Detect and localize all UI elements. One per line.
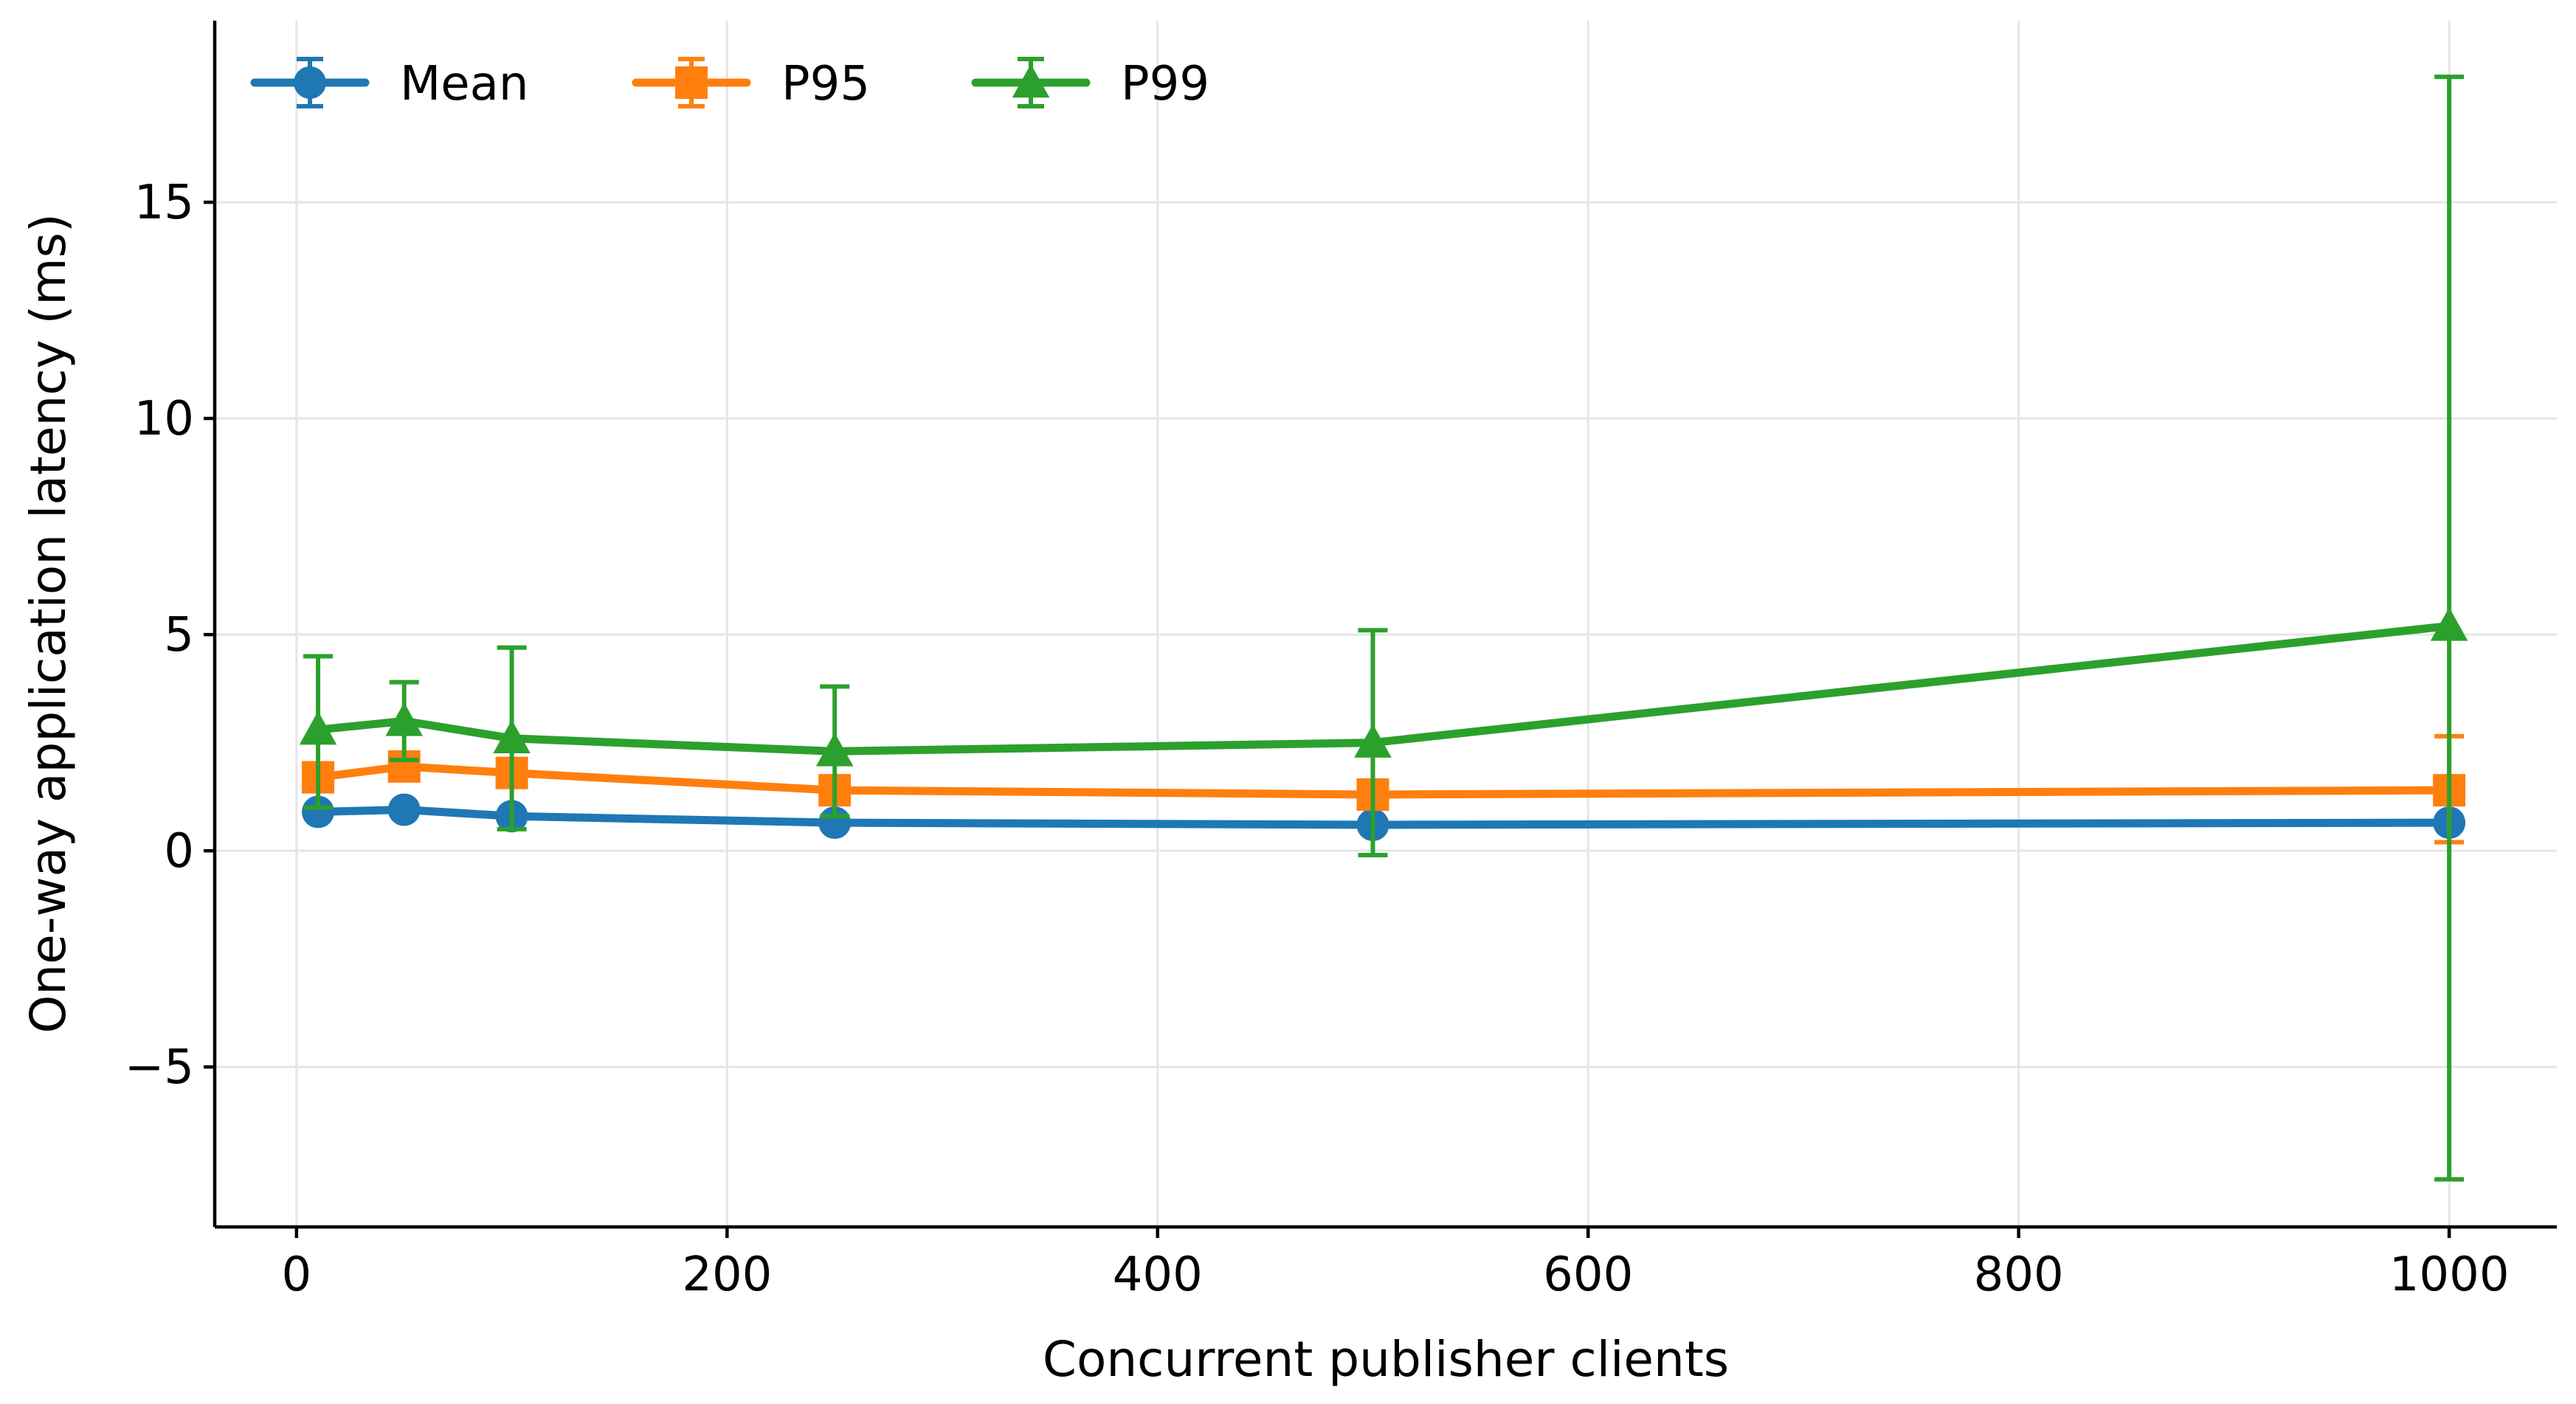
x-tick-label: 800 — [1974, 1248, 2064, 1302]
legend-marker — [675, 66, 708, 99]
legend[interactable]: Mean P95 P99 — [250, 57, 1209, 111]
legend-item-mean[interactable]: Mean — [250, 57, 528, 111]
legend-marker — [1012, 63, 1050, 98]
y-axis-label: One-way application latency (ms) — [20, 213, 77, 1033]
x-axis-label: Concurrent publisher clients — [1043, 1331, 1729, 1388]
legend-item-p95[interactable]: P95 — [632, 57, 870, 111]
y-tick-label: 15 — [134, 176, 194, 230]
x-tick-label: 0 — [281, 1248, 311, 1302]
data-point — [302, 795, 335, 829]
legend-item-p99[interactable]: P99 — [971, 57, 1209, 111]
legend-label: P99 — [1121, 57, 1209, 111]
series-line — [314, 621, 2454, 755]
axes — [213, 21, 2557, 1229]
ticks: 0 200 400 600 800 1000 −5 0 5 10 15 — [125, 176, 2510, 1302]
data-point — [815, 733, 854, 767]
data-point — [299, 710, 337, 745]
x-tick-label: 400 — [1113, 1248, 1203, 1302]
y-tick-label: 0 — [164, 824, 194, 879]
legend-label: P95 — [781, 57, 870, 111]
y-tick-label: 5 — [164, 608, 194, 663]
data-point — [2430, 607, 2468, 641]
x-tick-label: 1000 — [2389, 1248, 2510, 1302]
y-tick-label: −5 — [125, 1040, 194, 1095]
x-tick-label: 200 — [682, 1248, 772, 1302]
data-point — [385, 702, 424, 736]
plot-area — [299, 75, 2468, 1182]
x-tick-label: 600 — [1543, 1248, 1633, 1302]
legend-marker — [294, 66, 326, 99]
series-p99 — [299, 75, 2468, 1182]
data-point — [387, 793, 421, 826]
y-tick-label: 10 — [134, 392, 194, 446]
data-point — [493, 719, 531, 754]
grid — [215, 21, 2557, 1227]
data-point — [1354, 724, 1392, 758]
legend-label: Mean — [400, 57, 528, 111]
